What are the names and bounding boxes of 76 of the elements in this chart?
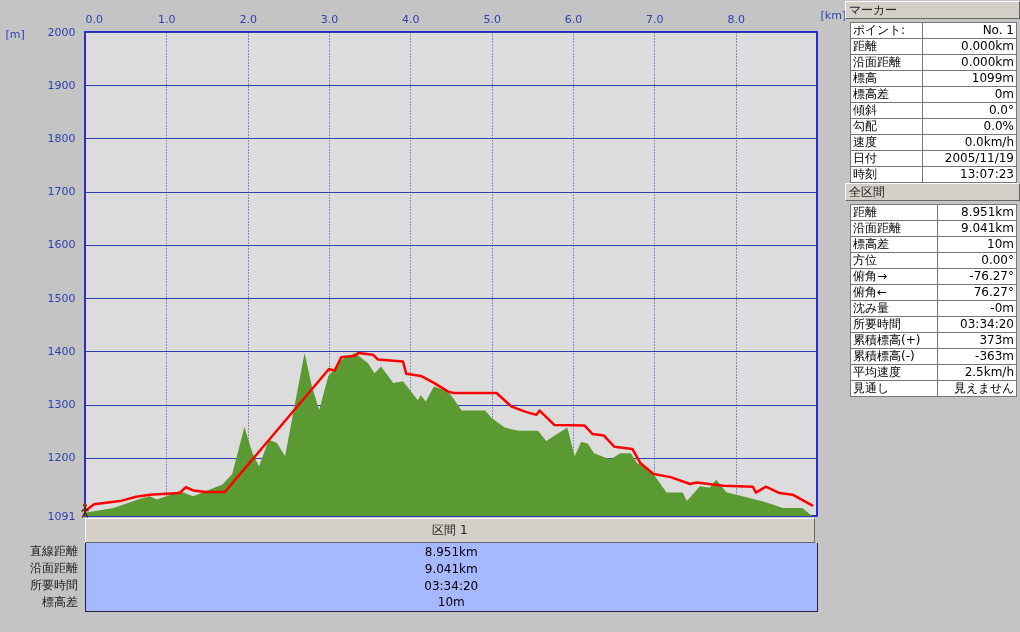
text: -363m [937, 348, 1017, 365]
text: 0.000km [922, 54, 1017, 71]
x-tick-label: 8.0 [727, 12, 745, 26]
text: 時刻 [850, 166, 923, 183]
y-tick-label: 1600 [47, 238, 76, 252]
text: 標高差 [40, 594, 79, 611]
text: No. 1 [922, 22, 1017, 39]
text: 0.0° [922, 102, 1017, 119]
text: 標高差 [850, 86, 923, 103]
text: 俯角→ [850, 268, 938, 285]
y-tick-label: 1300 [47, 398, 76, 412]
text: 所要時間 [28, 577, 79, 594]
text: 沿面距離 [850, 54, 923, 71]
text: 03:34:20 [937, 316, 1017, 333]
text: 0.000km [922, 38, 1017, 55]
text: 所要時間 [850, 316, 938, 333]
text: 区間 1 [85, 518, 815, 543]
y-tick-label: 1091 [47, 509, 76, 523]
text: 距離 [850, 38, 923, 55]
y-tick-label: 1400 [47, 344, 76, 358]
text: 見えません [937, 380, 1017, 397]
text: 見通し [850, 380, 938, 397]
text: 方位 [850, 252, 938, 269]
x-tick-label: 1.0 [158, 12, 176, 26]
text: 8.951km [937, 204, 1017, 221]
text: 沿面距離 [28, 560, 79, 577]
text: 76.27° [937, 284, 1017, 301]
text: 沿面距離 [850, 220, 938, 237]
x-tick-label: 6.0 [564, 12, 583, 26]
text: 0.0% [922, 118, 1017, 135]
text: -76.27° [937, 268, 1017, 285]
y-tick-label: 1700 [47, 185, 76, 199]
text: ポイント: [850, 22, 923, 39]
y-tick-label: 1900 [47, 78, 76, 92]
text: 標高差 [850, 236, 938, 253]
text: 平均速度 [850, 364, 938, 381]
text: 13:07:23 [922, 166, 1017, 183]
y-tick-label: 2000 [47, 25, 76, 39]
text: 0m [922, 86, 1017, 103]
text: 勾配 [850, 118, 923, 135]
x-tick-label: 5.0 [483, 12, 501, 26]
y-tick-label: 1200 [47, 451, 76, 465]
text: 10m [85, 594, 818, 611]
text: 累積標高(+) [850, 332, 938, 349]
text: 傾斜 [850, 102, 923, 119]
text: 0.0km/h [922, 134, 1017, 151]
y-tick-label: 1800 [47, 131, 76, 145]
text: 速度 [850, 134, 923, 151]
text: 10m [937, 236, 1017, 253]
x-tick-label: 3.0 [320, 12, 339, 26]
y-axis-title: [m] [5, 27, 25, 41]
text: 03:34:20 [85, 577, 818, 594]
text: 1099m [922, 70, 1017, 87]
x-axis-title: [km] [820, 8, 847, 22]
text: 9.041km [85, 560, 818, 577]
text: -0m [937, 300, 1017, 317]
x-tick-label: 7.0 [646, 12, 664, 26]
text: 直線距離 [28, 543, 79, 560]
y-tick-label: 1500 [47, 291, 76, 305]
text: 全区間 [845, 183, 1020, 201]
text: 距離 [850, 204, 938, 221]
text: 2.5km/h [937, 364, 1017, 381]
text: 沈み量 [850, 300, 938, 317]
text: 9.041km [937, 220, 1017, 237]
text: 累積標高(-) [850, 348, 938, 365]
text: 日付 [850, 150, 923, 167]
text: 0.00° [937, 252, 1017, 269]
text: マーカー [845, 1, 1020, 19]
text: 8.951km [85, 543, 818, 560]
x-tick-label: 4.0 [402, 12, 420, 26]
x-tick-label: 2.0 [239, 12, 257, 26]
text: 標高 [850, 70, 923, 87]
text: 2005/11/19 [922, 150, 1017, 167]
text: 俯角← [850, 284, 938, 301]
text: 373m [937, 332, 1017, 349]
x-tick-label: 0.0 [85, 12, 103, 26]
